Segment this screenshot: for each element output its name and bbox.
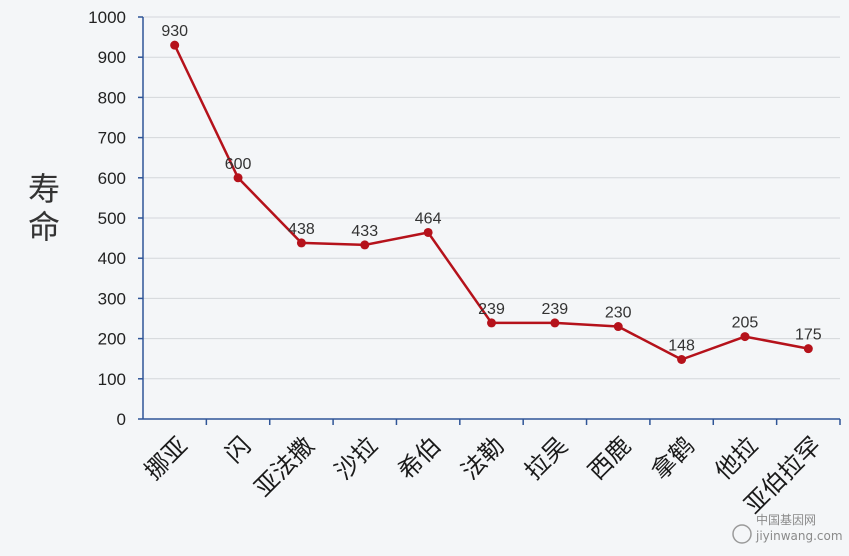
data-point xyxy=(677,355,687,365)
category-label: 他拉 xyxy=(709,431,763,485)
category-label: 西鹿 xyxy=(583,431,637,485)
data-label: 239 xyxy=(542,301,569,318)
y-tick-label: 0 xyxy=(117,410,126,429)
data-label: 464 xyxy=(415,210,442,227)
category-label: 亚法撒 xyxy=(249,431,320,502)
data-point xyxy=(740,332,750,342)
y-tick-label: 100 xyxy=(98,370,126,389)
data-point xyxy=(233,173,243,183)
y-tick-label: 400 xyxy=(98,249,126,268)
axes xyxy=(138,16,840,420)
data-label: 438 xyxy=(288,221,315,238)
series-group xyxy=(170,40,813,365)
data-label: 433 xyxy=(351,223,378,240)
y-tick-label: 600 xyxy=(98,169,126,188)
category-label: 闪 xyxy=(220,431,257,468)
y-axis-title: 寿命 xyxy=(28,170,60,246)
data-point xyxy=(487,318,496,328)
watermark: 中国基因网 jiyinwang.com xyxy=(732,512,843,544)
category-label: 挪亚 xyxy=(139,431,193,485)
y-tick-label: 1000 xyxy=(88,8,126,27)
data-point xyxy=(613,322,623,332)
grid-lines xyxy=(143,16,840,380)
y-tick-label: 700 xyxy=(98,129,126,148)
watermark-text: 中国基因网 xyxy=(756,512,816,527)
category-label: 拿鹤 xyxy=(646,431,700,485)
category-label: 法勒 xyxy=(456,431,510,485)
watermark-logo-icon xyxy=(732,524,752,544)
data-label: 148 xyxy=(668,338,695,355)
data-point xyxy=(360,240,370,250)
y-tick-label: 800 xyxy=(98,88,126,107)
data-label: 175 xyxy=(795,327,822,344)
data-label: 230 xyxy=(605,305,632,322)
y-tick-label: 900 xyxy=(98,48,126,67)
y-tick-label: 500 xyxy=(98,209,126,228)
data-label: 205 xyxy=(732,315,759,332)
y-tick-labels: 0 100 200 300 400 500 600 700 800 900 1000 xyxy=(88,8,126,429)
data-point xyxy=(296,238,306,248)
data-point xyxy=(170,40,180,50)
data-point xyxy=(423,227,433,237)
category-label: 沙拉 xyxy=(329,431,383,485)
data-point xyxy=(550,318,560,328)
y-tick-label: 200 xyxy=(98,330,126,349)
category-label: 拉吴 xyxy=(519,431,573,485)
data-labels: 930 600 438 433 464 239 239 230 148 205 175 xyxy=(161,23,821,354)
data-label: 600 xyxy=(225,156,252,173)
data-label: 239 xyxy=(478,301,505,318)
x-tick-marks xyxy=(205,419,841,425)
data-point xyxy=(803,344,813,354)
category-label: 希伯 xyxy=(393,431,447,485)
data-label: 930 xyxy=(161,23,188,40)
y-tick-label: 300 xyxy=(98,289,126,308)
watermark-url: jiyinwang.com xyxy=(755,529,843,543)
